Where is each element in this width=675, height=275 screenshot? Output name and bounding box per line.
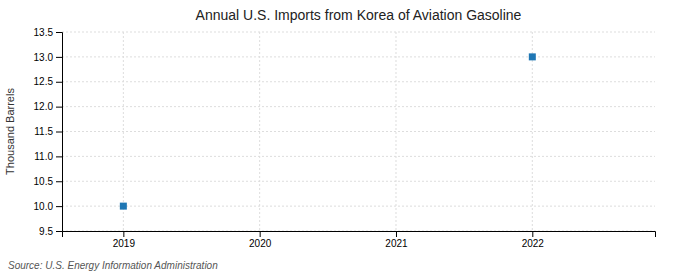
x-tick: 2021 (385, 231, 408, 249)
y-tick-label: 11.5 (34, 126, 53, 137)
y-tick-mark (56, 132, 62, 133)
y-axis-label: Thousand Barrels (4, 88, 16, 175)
y-tick: 10.0 (34, 201, 62, 212)
grid (62, 32, 655, 231)
y-tick-label: 12.5 (34, 76, 54, 87)
grid-line-x (532, 32, 533, 231)
grid-line-y (62, 206, 655, 207)
y-tick-label: 13.5 (34, 27, 54, 38)
grid-line-x (259, 32, 260, 231)
x-tick: 2019 (113, 231, 136, 249)
grid-line-y (62, 32, 655, 33)
y-tick: 9.5 (39, 226, 62, 237)
y-axis: 9.5 10.0 10.5 11.0 11.5 12.0 12.5 13.0 13.5 (34, 27, 63, 237)
y-tick: 11.5 (34, 126, 62, 137)
grid-line-y (62, 131, 655, 132)
chart: 2019 2020 2021 2022 9.5 10.0 10.5 11.0 11.5 12.0 1… (0, 0, 675, 275)
y-tick: 13.0 (34, 52, 62, 63)
grid-line-y (62, 81, 655, 82)
x-tick-mark (396, 231, 397, 237)
y-tick-label: 10.5 (34, 176, 54, 187)
grid-line-x (123, 32, 124, 231)
title: Annual U.S. Imports from Korea of Aviati… (196, 7, 522, 23)
grid-line-y (62, 56, 655, 57)
plot-area: 2019 2020 2021 2022 9.5 10.0 10.5 11.0 11.5 12.0 1… (34, 27, 656, 249)
x-tick-mark (123, 231, 124, 237)
grid-line-y (62, 156, 655, 157)
y-tick-mark (56, 156, 62, 157)
y-tick-mark (56, 181, 62, 182)
x-tick-mark (260, 231, 261, 237)
y-tick: 10.5 (34, 176, 62, 187)
grid-line-x (395, 32, 396, 231)
y-tick: 13.5 (34, 27, 62, 38)
y-tick-mark (56, 57, 62, 58)
y-tick-label: 12.0 (34, 101, 54, 112)
y-tick-label: 10.0 (34, 201, 54, 212)
x-tick-label: 2022 (522, 238, 545, 249)
x-axis: 2019 2020 2021 2022 (63, 231, 656, 249)
x-axis-line (63, 232, 656, 238)
y-tick: 12.5 (34, 76, 62, 87)
point (120, 203, 127, 210)
source: Source: U.S. Energy Information Administ… (8, 260, 218, 271)
y-tick: 12.0 (34, 101, 62, 112)
y-tick-label: 9.5 (39, 226, 53, 237)
y-tick-mark (56, 107, 62, 108)
x-tick-label: 2020 (249, 238, 272, 249)
grid-line-y (62, 106, 655, 107)
y-tick-label: 13.0 (34, 52, 54, 63)
x-tick: 2020 (249, 231, 272, 249)
y-axis-line (56, 33, 63, 232)
point (529, 53, 536, 60)
x-tick-label: 2019 (113, 238, 136, 249)
x-tick: 2022 (522, 231, 545, 249)
points (120, 53, 536, 209)
y-tick-mark (56, 206, 62, 207)
y-tick-mark (56, 231, 62, 232)
y-tick-label: 11.0 (34, 151, 53, 162)
x-tick-mark (532, 231, 533, 237)
y-tick-mark (56, 32, 62, 33)
x-tick-label: 2021 (385, 238, 408, 249)
grid-line-y (62, 181, 655, 182)
y-tick: 11.0 (34, 151, 62, 162)
y-tick-mark (56, 82, 62, 83)
